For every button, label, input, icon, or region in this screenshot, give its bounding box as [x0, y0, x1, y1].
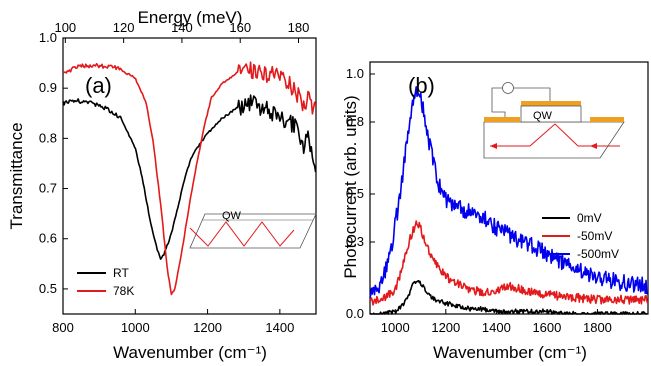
y-tick-label: 0.8 [39, 130, 57, 145]
inset-b-qw-label: QW [533, 110, 553, 122]
panel-a-inset-waveguide: QW [189, 210, 317, 249]
series-line-rt [62, 94, 317, 260]
panel-a-y-axis-label: Transmittance [7, 122, 26, 229]
contact-left [484, 117, 520, 122]
x-tick-label: 1600 [532, 320, 561, 335]
panel-a-x-axis-label: Wavenumber (cm⁻¹) [113, 343, 267, 362]
x-tick-label: 800 [52, 320, 74, 335]
y-tick-label: 0.7 [39, 181, 57, 196]
panel-b-x-axis-label: Wavenumber (cm⁻¹) [433, 343, 587, 362]
y-tick-label: 0.5 [39, 281, 57, 296]
x-tick-label: 1000 [121, 320, 150, 335]
y-tick-label: 0.5 [346, 186, 364, 201]
panel-a-x-ticks: 800 1000 1200 1400 [52, 309, 294, 335]
light-arrow-head [490, 143, 497, 149]
panel-b-y-ticks: 0.0 0.3 0.5 0.8 1.0 [346, 66, 375, 321]
series-line-0mv [369, 279, 648, 315]
x-tick-label: 1000 [381, 320, 410, 335]
series-line-78k [62, 61, 317, 296]
panel-b-inset-device: QW [483, 82, 625, 159]
legend-label-rt: RT [113, 266, 129, 280]
x-tick-label: 1400 [482, 320, 511, 335]
current-source-icon [502, 82, 514, 94]
inset-a-qw-label: QW [222, 210, 242, 222]
waveguide-outline [189, 213, 317, 249]
y-tick-label: 1.0 [346, 66, 364, 81]
top-tick-label: 140 [171, 20, 193, 35]
y-tick-label: 0.6 [39, 231, 57, 246]
panel-b-label: (b) [408, 73, 435, 98]
y-tick-label: 1.0 [39, 30, 57, 45]
y-tick-label: 0.0 [346, 306, 364, 321]
legend-label-500mv: -500mV [577, 247, 619, 261]
panel-a-y-ticks: 0.5 0.6 0.7 0.8 0.9 1.0 [39, 30, 68, 296]
x-tick-label: 1200 [431, 320, 460, 335]
top-tick-label: 120 [113, 20, 135, 35]
x-tick-label: 1200 [193, 320, 222, 335]
light-arrow-head-in [590, 143, 597, 149]
series-line-50mv [369, 220, 649, 306]
panel-b: 1000 1200 1400 1600 1800 0.0 0.3 0.5 0.8 1.0 (b)… [341, 61, 649, 362]
panel-b-plot-frame [369, 61, 649, 315]
y-tick-label: 0.9 [39, 80, 57, 95]
panel-a-top-ticks: 100 120 140 160 180 [54, 20, 309, 43]
mesa [520, 105, 582, 123]
top-tick-label: 100 [54, 20, 76, 35]
series-line-500mv [369, 86, 648, 298]
panel-a: 800 1000 1200 1400 0.5 0.6 0.7 0.8 0.9 1.0 100 12… [7, 8, 317, 362]
light-path [490, 123, 620, 147]
panel-b-legend: 0mV -50mV -500mV [542, 211, 619, 261]
top-tick-label: 180 [288, 20, 310, 35]
top-tick-label: 160 [229, 20, 251, 35]
panel-a-plot-frame [62, 37, 317, 315]
zigzag-ray [189, 221, 295, 247]
x-tick-label: 1800 [583, 320, 612, 335]
contact-right [590, 117, 624, 122]
legend-label-50mv: -50mV [577, 229, 612, 243]
circuit-wire [491, 87, 506, 117]
panel-b-y-axis-label: Photocurrent (arb. units) [341, 95, 360, 278]
y-tick-label: 0.8 [346, 114, 364, 129]
circuit-wire-top [514, 87, 551, 101]
y-tick-label: 0.3 [346, 234, 364, 249]
panel-a-legend: RT 78K [77, 266, 134, 298]
panel-a-top-axis-label: Energy (meV) [138, 8, 243, 27]
legend-label-0mv: 0mV [577, 211, 602, 225]
panel-a-lines [62, 61, 317, 296]
contact-top [521, 101, 581, 106]
panel-a-label: (a) [85, 73, 112, 98]
substrate-outline [483, 121, 625, 159]
panel-b-x-ticks: 1000 1200 1400 1600 1800 [381, 309, 612, 335]
legend-label-78k: 78K [113, 284, 134, 298]
x-tick-label: 1400 [265, 320, 294, 335]
panel-b-lines [369, 86, 649, 315]
